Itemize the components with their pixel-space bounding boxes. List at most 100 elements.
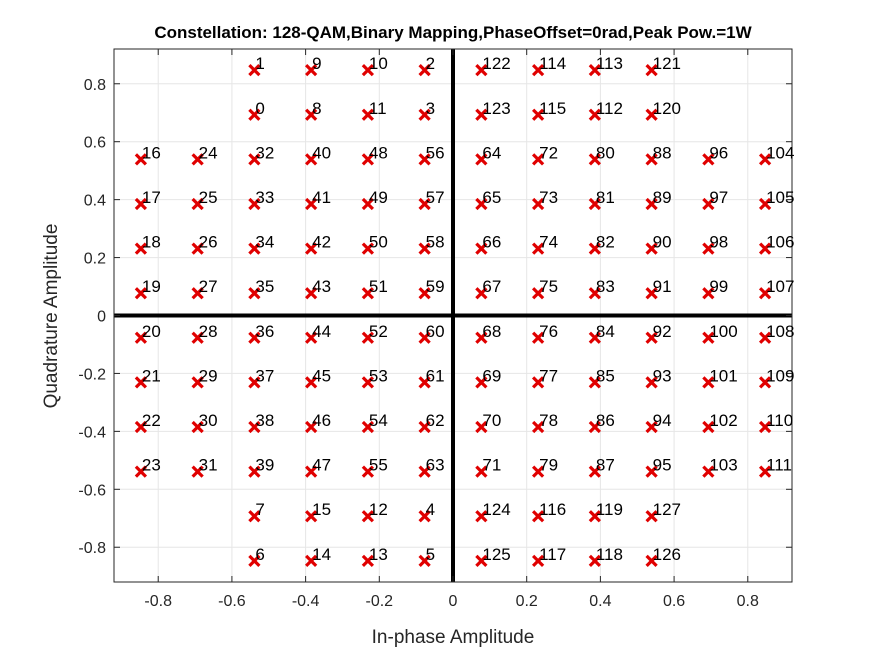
point-label: 68: [482, 322, 501, 341]
point-label: 120: [653, 99, 681, 118]
constellation-point: [645, 108, 658, 121]
x-marker: [248, 64, 261, 77]
constellation-point: [418, 64, 431, 77]
constellation-point: [361, 510, 375, 523]
point-label: 84: [596, 322, 615, 341]
constellation-point: [361, 153, 375, 166]
x-marker: [588, 242, 601, 255]
x-marker: [475, 554, 488, 567]
constellation-point: [134, 376, 148, 389]
x-marker: [134, 197, 148, 211]
constellation-point: [645, 242, 658, 255]
x-marker: [702, 197, 715, 211]
x-marker: [248, 420, 261, 434]
constellation-point: [305, 197, 318, 211]
point-label: 48: [369, 143, 388, 162]
x-marker: [475, 420, 488, 434]
point-label: 62: [426, 411, 445, 430]
x-marker: [418, 108, 431, 121]
point-label: 109: [766, 366, 794, 385]
x-marker: [361, 153, 375, 166]
x-marker: [531, 64, 545, 77]
constellation-point: [475, 420, 488, 434]
x-marker: [588, 331, 601, 344]
point-label: 117: [539, 545, 566, 564]
point-label: 107: [766, 277, 794, 296]
constellation-point: [191, 287, 204, 300]
x-marker: [588, 554, 601, 567]
x-marker: [248, 197, 261, 211]
constellation-point: [191, 465, 204, 478]
constellation-point: [361, 197, 375, 211]
x-marker: [531, 420, 545, 434]
point-label: 22: [142, 411, 161, 430]
constellation-point: [588, 376, 601, 389]
point-label: 123: [482, 99, 510, 118]
constellation-point: [248, 376, 261, 389]
point-label: 88: [653, 143, 672, 162]
constellation-point: [134, 242, 148, 255]
constellation-point: [758, 420, 772, 434]
point-label: 85: [596, 366, 615, 385]
x-marker: [645, 108, 658, 121]
constellation-point: [134, 420, 148, 434]
x-marker: [588, 376, 601, 389]
point-label: 53: [369, 366, 388, 385]
x-marker: [588, 465, 601, 478]
point-label: 3: [426, 99, 435, 118]
constellation-point: [702, 331, 715, 344]
x-marker: [418, 287, 431, 300]
x-marker: [305, 197, 318, 211]
point-label: 127: [653, 500, 681, 519]
x-marker: [248, 510, 261, 523]
constellation-point: [645, 510, 658, 523]
point-label: 89: [653, 188, 672, 207]
point-label: 28: [199, 322, 218, 341]
constellation-point: [248, 197, 261, 211]
constellation-point: [531, 242, 545, 255]
constellation-point: [758, 287, 772, 300]
x-axis-ticks: -0.8 -0.6 -0.4 -0.2 0 0.2 0.4 0.6 0.8: [144, 49, 759, 610]
x-tick-label: -0.6: [218, 593, 246, 610]
x-marker: [475, 64, 488, 77]
constellation-point: [361, 64, 375, 77]
x-tick-label: 0.2: [516, 593, 538, 610]
constellation-point: [248, 287, 261, 300]
constellation-point: [361, 331, 375, 344]
point-label: 70: [482, 411, 501, 430]
constellation-point: [531, 420, 545, 434]
x-marker: [645, 242, 658, 255]
point-label: 119: [596, 500, 623, 519]
constellation-point: [361, 554, 375, 567]
x-marker: [475, 197, 488, 211]
x-marker: [305, 108, 318, 121]
point-label: 113: [596, 54, 623, 73]
constellation-point: [248, 64, 261, 77]
x-marker: [134, 153, 148, 166]
x-marker: [531, 331, 545, 344]
point-label: 94: [653, 411, 672, 430]
constellation-point: [475, 197, 488, 211]
point-label: 72: [539, 143, 558, 162]
point-label: 79: [539, 456, 558, 475]
constellation-point: [305, 331, 318, 344]
x-marker: [248, 108, 261, 121]
point-label: 20: [142, 322, 161, 341]
x-marker: [361, 242, 375, 255]
constellation-point: [248, 242, 261, 255]
point-label: 37: [255, 366, 274, 385]
x-marker: [305, 420, 318, 434]
point-label: 90: [653, 233, 672, 252]
point-label: 54: [369, 411, 388, 430]
point-label: 31: [199, 456, 218, 475]
x-marker: [531, 108, 545, 121]
x-marker: [475, 465, 488, 478]
constellation-point: [645, 64, 658, 77]
point-label: 58: [426, 233, 445, 252]
point-label: 5: [426, 545, 435, 564]
x-marker: [361, 465, 375, 478]
x-marker: [418, 376, 431, 389]
y-axis-label: Quadrature Amplitude: [41, 224, 62, 409]
